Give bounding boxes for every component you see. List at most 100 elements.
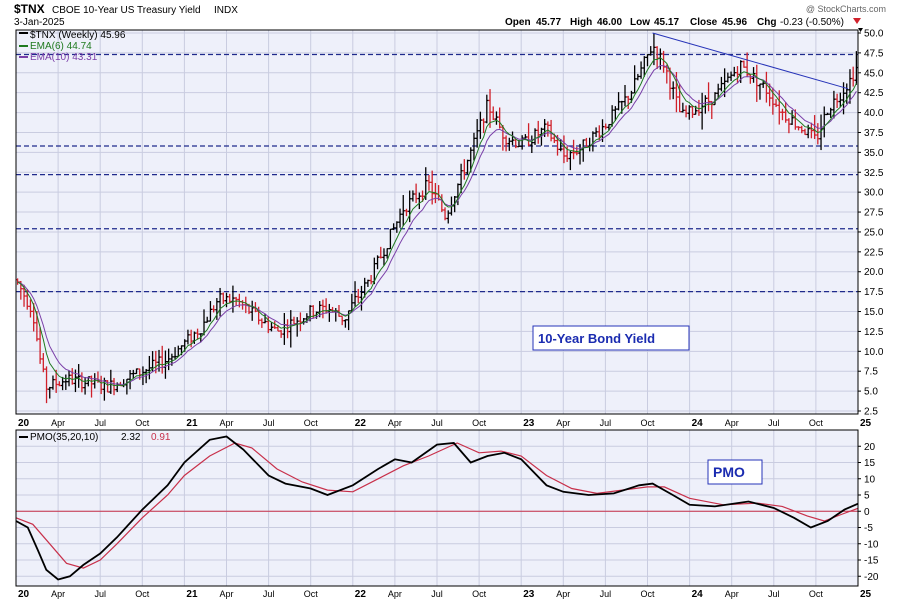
x-tick-label: Oct bbox=[304, 418, 319, 428]
price-y-tick-label: 17.5 bbox=[864, 287, 884, 298]
price-bar bbox=[481, 118, 486, 134]
x-tick-label: Jul bbox=[600, 418, 612, 428]
price-bars bbox=[16, 33, 858, 404]
price-y-tick-label: 35.0 bbox=[864, 148, 884, 159]
price-bar bbox=[260, 318, 264, 328]
x-tick-label: Apr bbox=[556, 418, 570, 428]
price-bar bbox=[83, 377, 87, 395]
price-bar bbox=[758, 83, 762, 100]
pmo-y-tick-label: -15 bbox=[864, 556, 879, 567]
x-tick-label: Apr bbox=[51, 589, 65, 599]
low-value: 45.17 bbox=[654, 17, 679, 28]
pmo-x-axis: 20 Apr Jul Oct 21 Apr Jul Oct 22 Apr Jul Oct 23 Apr Ju… bbox=[18, 589, 872, 600]
price-bar bbox=[321, 299, 325, 319]
pmo-panel-border bbox=[15, 429, 859, 587]
legend-ema6: EMA(6) 44.74 bbox=[30, 41, 92, 52]
chg-label: Chg bbox=[757, 17, 776, 28]
price-panel-border bbox=[15, 29, 859, 415]
price-panel: 2.5 5.0 7.5 10.0 12.5 15.0 17.5 20.0 22.5 25.0 27.… bbox=[15, 28, 884, 418]
price-bar bbox=[472, 132, 476, 161]
price-bar bbox=[205, 316, 209, 323]
price-y-tick-label: 45.0 bbox=[864, 68, 884, 79]
price-bar bbox=[504, 135, 508, 152]
legend-price: $TNX (Weekly) 45.96 bbox=[30, 30, 126, 41]
x-tick-label: Apr bbox=[556, 589, 570, 599]
price-bar bbox=[787, 118, 791, 134]
price-bar bbox=[719, 76, 724, 92]
exchange: INDX bbox=[214, 5, 238, 16]
x-tick-label: 23 bbox=[523, 589, 535, 600]
legend-pmo-swatch bbox=[19, 436, 28, 438]
price-bar bbox=[485, 94, 489, 124]
price-bar bbox=[845, 83, 849, 104]
price-bar bbox=[633, 65, 637, 94]
price-y-tick-label: 7.5 bbox=[864, 367, 878, 378]
price-bar bbox=[649, 46, 653, 56]
close-label: Close bbox=[690, 17, 718, 28]
x-tick-label: Apr bbox=[219, 589, 233, 599]
price-bar bbox=[678, 83, 682, 113]
pmo-y-tick-label: 15 bbox=[864, 458, 876, 469]
x-tick-label: Jul bbox=[768, 589, 780, 599]
price-bar bbox=[269, 322, 274, 332]
pmo-legend: PMO(35,20,10) 2.32 0.91 bbox=[19, 432, 171, 443]
price-bar bbox=[645, 54, 650, 67]
price-bar bbox=[279, 329, 283, 338]
price-bar bbox=[774, 99, 778, 108]
price-bar bbox=[417, 192, 421, 210]
price-bar bbox=[462, 159, 466, 180]
chg-value: -0.23 (-0.50%) bbox=[780, 17, 844, 28]
price-bar bbox=[790, 110, 794, 125]
price-bar bbox=[803, 128, 807, 136]
price-bar bbox=[597, 125, 601, 141]
price-bar bbox=[57, 381, 61, 387]
x-tick-label: Oct bbox=[472, 589, 487, 599]
price-bar bbox=[289, 310, 293, 348]
legend-ema10-swatch bbox=[19, 56, 28, 58]
price-bar bbox=[109, 369, 113, 394]
chart-date: 3-Jan-2025 bbox=[14, 17, 65, 28]
price-y-tick-label: 20.0 bbox=[864, 267, 884, 278]
price-bar bbox=[568, 151, 572, 171]
price-bar bbox=[379, 246, 383, 259]
legend-pmo-signal: 0.91 bbox=[151, 432, 171, 443]
price-annotation-text: 10-Year Bond Yield bbox=[538, 331, 655, 346]
price-bar bbox=[359, 285, 364, 311]
price-bar bbox=[411, 190, 415, 202]
x-tick-label: Oct bbox=[809, 418, 824, 428]
price-y-tick-label: 42.5 bbox=[864, 88, 884, 99]
price-y-tick-label: 32.5 bbox=[864, 168, 884, 179]
price-bar bbox=[607, 123, 611, 131]
price-y-tick-label: 25.0 bbox=[864, 227, 884, 238]
x-tick-label: 23 bbox=[523, 418, 535, 429]
price-dashed-levels bbox=[16, 53, 858, 293]
x-tick-label: Jul bbox=[431, 418, 443, 428]
price-bar bbox=[851, 66, 855, 87]
price-bar bbox=[642, 56, 646, 77]
price-bar bbox=[780, 108, 785, 121]
price-bar bbox=[536, 120, 540, 144]
pmo-y-axis: -20 -15 -10 -5 0 5 10 15 20 bbox=[858, 442, 879, 583]
price-bar bbox=[212, 305, 216, 313]
price-bar bbox=[829, 107, 833, 118]
x-tick-label: 21 bbox=[186, 589, 198, 600]
price-bar bbox=[735, 66, 740, 84]
x-tick-label: 24 bbox=[692, 589, 704, 600]
x-tick-label: 25 bbox=[860, 418, 872, 429]
price-bar bbox=[796, 126, 801, 131]
price-bar bbox=[825, 112, 830, 116]
price-bar bbox=[697, 99, 701, 116]
price-bar bbox=[520, 135, 524, 150]
price-bar bbox=[208, 301, 213, 322]
price-bar bbox=[706, 82, 711, 112]
price-bar bbox=[456, 183, 460, 206]
price-bar bbox=[366, 279, 370, 287]
price-bar bbox=[44, 366, 49, 404]
x-tick-label: Oct bbox=[809, 589, 824, 599]
price-bar bbox=[491, 106, 495, 121]
price-bar bbox=[526, 123, 531, 147]
pmo-grid bbox=[15, 430, 859, 586]
price-bar bbox=[420, 190, 425, 202]
price-bar bbox=[732, 66, 736, 77]
price-bar bbox=[28, 299, 33, 318]
